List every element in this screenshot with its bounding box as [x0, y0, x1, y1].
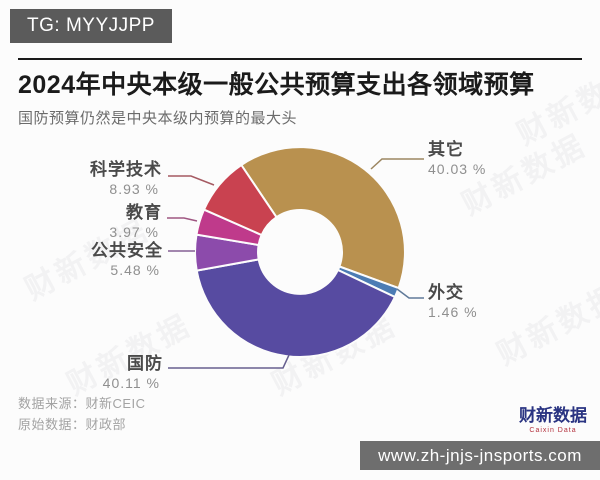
- leader-line-5: [168, 175, 215, 186]
- data-source-line2: 原始数据：财政部: [18, 417, 127, 432]
- page-title: 2024年中央本级一般公共预算支出各领域预算: [18, 71, 535, 99]
- label-education-value: 3.97 %: [109, 224, 159, 240]
- leader-line-0: [370, 158, 424, 170]
- label-public-safety-value: 5.48 %: [110, 262, 160, 278]
- label-science-tech: 科学技术 8.93 %: [90, 161, 162, 196]
- leader-line-2: [168, 354, 290, 369]
- label-public-safety: 公共安全 5.48 %: [91, 242, 163, 277]
- label-diplomacy: 外交 1.46 %: [428, 284, 478, 319]
- pie-slice-2: [195, 258, 397, 358]
- label-diplomacy-name: 外交: [428, 283, 464, 302]
- caixin-logo-en: Caixin Data: [529, 427, 577, 434]
- label-other: 其它 40.03 %: [428, 141, 486, 176]
- website-url-bar: www.zh-jnjs-jnsports.com: [360, 441, 600, 470]
- chart-header: 2024年中央本级一般公共预算支出各领域预算 国防预算仍然是中央本级内预算的最大…: [18, 58, 582, 128]
- label-science-tech-name: 科学技术: [90, 160, 162, 179]
- label-education: 教育 3.97 %: [109, 204, 162, 239]
- caixin-logo-cn: 财新数据: [519, 406, 587, 425]
- label-public-safety-name: 公共安全: [91, 241, 163, 260]
- channel-badge: TG: MYYJJPP: [10, 9, 172, 43]
- label-other-value: 40.03 %: [428, 161, 487, 177]
- label-science-tech-value: 8.93 %: [109, 181, 159, 197]
- label-defense-name: 国防: [127, 354, 163, 373]
- label-other-name: 其它: [428, 140, 464, 159]
- page-subtitle: 国防预算仍然是中央本级内预算的最大头: [18, 110, 298, 127]
- label-education-name: 教育: [126, 203, 162, 222]
- data-source-line1: 数据来源：财新CEIC: [18, 396, 146, 411]
- caixin-data-logo: 财新数据 Caixin Data: [514, 401, 592, 434]
- label-defense-value: 40.11 %: [102, 375, 160, 391]
- label-diplomacy-value: 1.46 %: [428, 304, 478, 320]
- data-source: 数据来源：财新CEIC 原始数据：财政部: [18, 393, 146, 435]
- leader-line-4: [167, 217, 198, 222]
- pie-slice-0: [239, 146, 406, 290]
- label-defense: 国防 40.11 %: [103, 355, 163, 390]
- pie-slice-5: [202, 163, 278, 237]
- leader-line-1: [396, 288, 424, 299]
